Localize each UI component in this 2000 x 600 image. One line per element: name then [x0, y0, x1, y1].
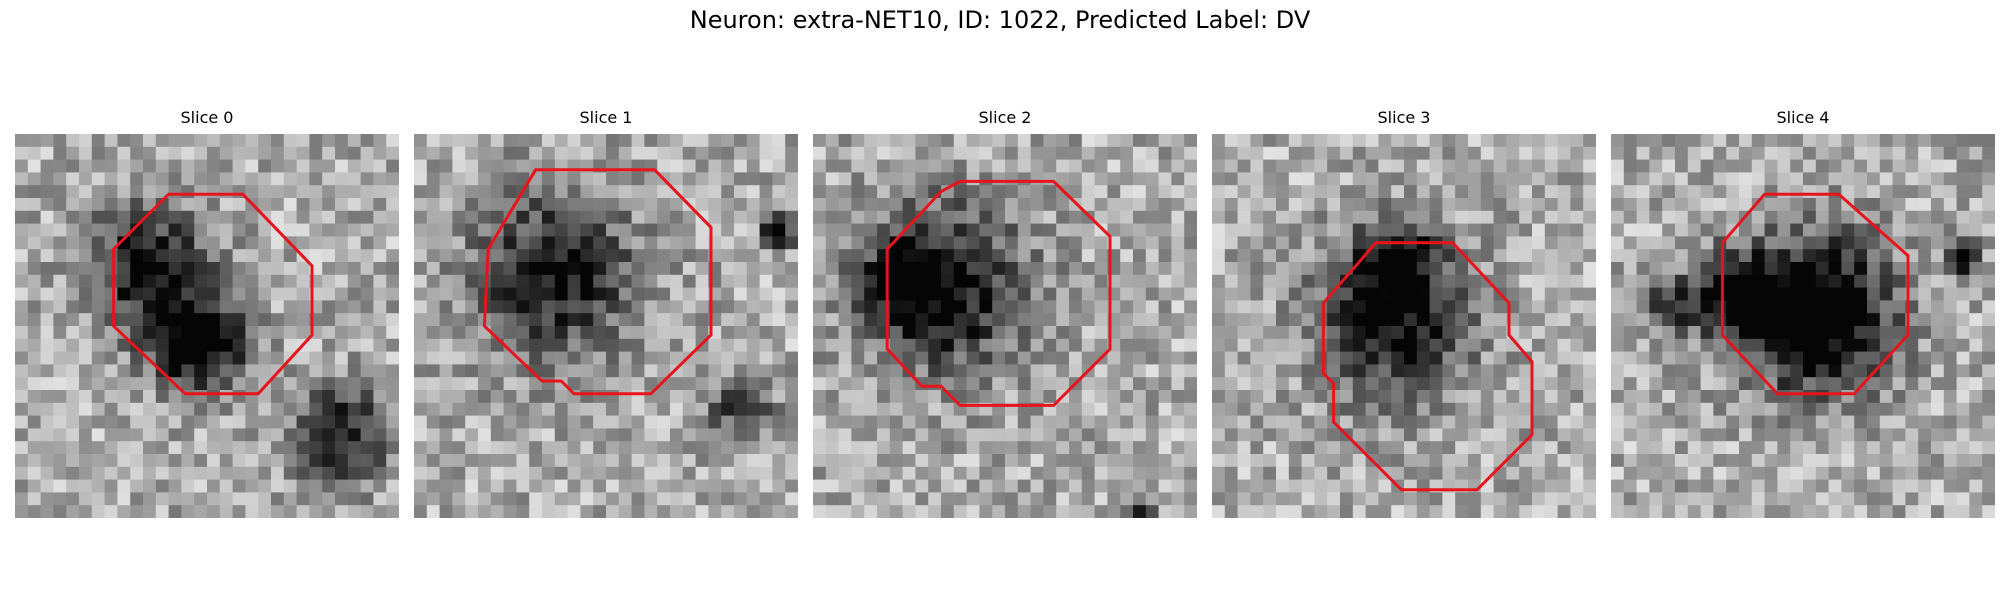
slice-image [414, 134, 798, 518]
slice-title: Slice 4 [1776, 108, 1830, 127]
slice-panel-3: Slice 3 [1212, 108, 1596, 520]
slice-title: Slice 2 [978, 108, 1032, 127]
slice-image [1212, 134, 1596, 518]
slice-panel-1: Slice 1 [414, 108, 798, 520]
pixel-grid [1212, 134, 1596, 518]
slice-title: Slice 1 [579, 108, 633, 127]
slice-image [15, 134, 399, 518]
roi-outline [1321, 241, 1534, 492]
slice-title: Slice 0 [180, 108, 234, 127]
pixel-grid [15, 134, 399, 518]
figure-title: Neuron: extra-NET10, ID: 1022, Predicted… [689, 6, 1311, 34]
pixel-grid [1611, 134, 1995, 518]
roi-outline [482, 168, 713, 396]
roi-outline [885, 179, 1112, 407]
roi-outline [112, 192, 314, 396]
pixel-grid [813, 134, 1197, 518]
slice-title: Slice 3 [1377, 108, 1431, 127]
slice-panel-2: Slice 2 [813, 108, 1197, 520]
slice-image [1611, 134, 1995, 518]
roi-outline [1720, 192, 1910, 396]
slice-panel-0: Slice 0 [15, 108, 399, 520]
pixel-grid [414, 134, 798, 518]
slice-image [813, 134, 1197, 518]
slice-panel-4: Slice 4 [1611, 108, 1995, 520]
